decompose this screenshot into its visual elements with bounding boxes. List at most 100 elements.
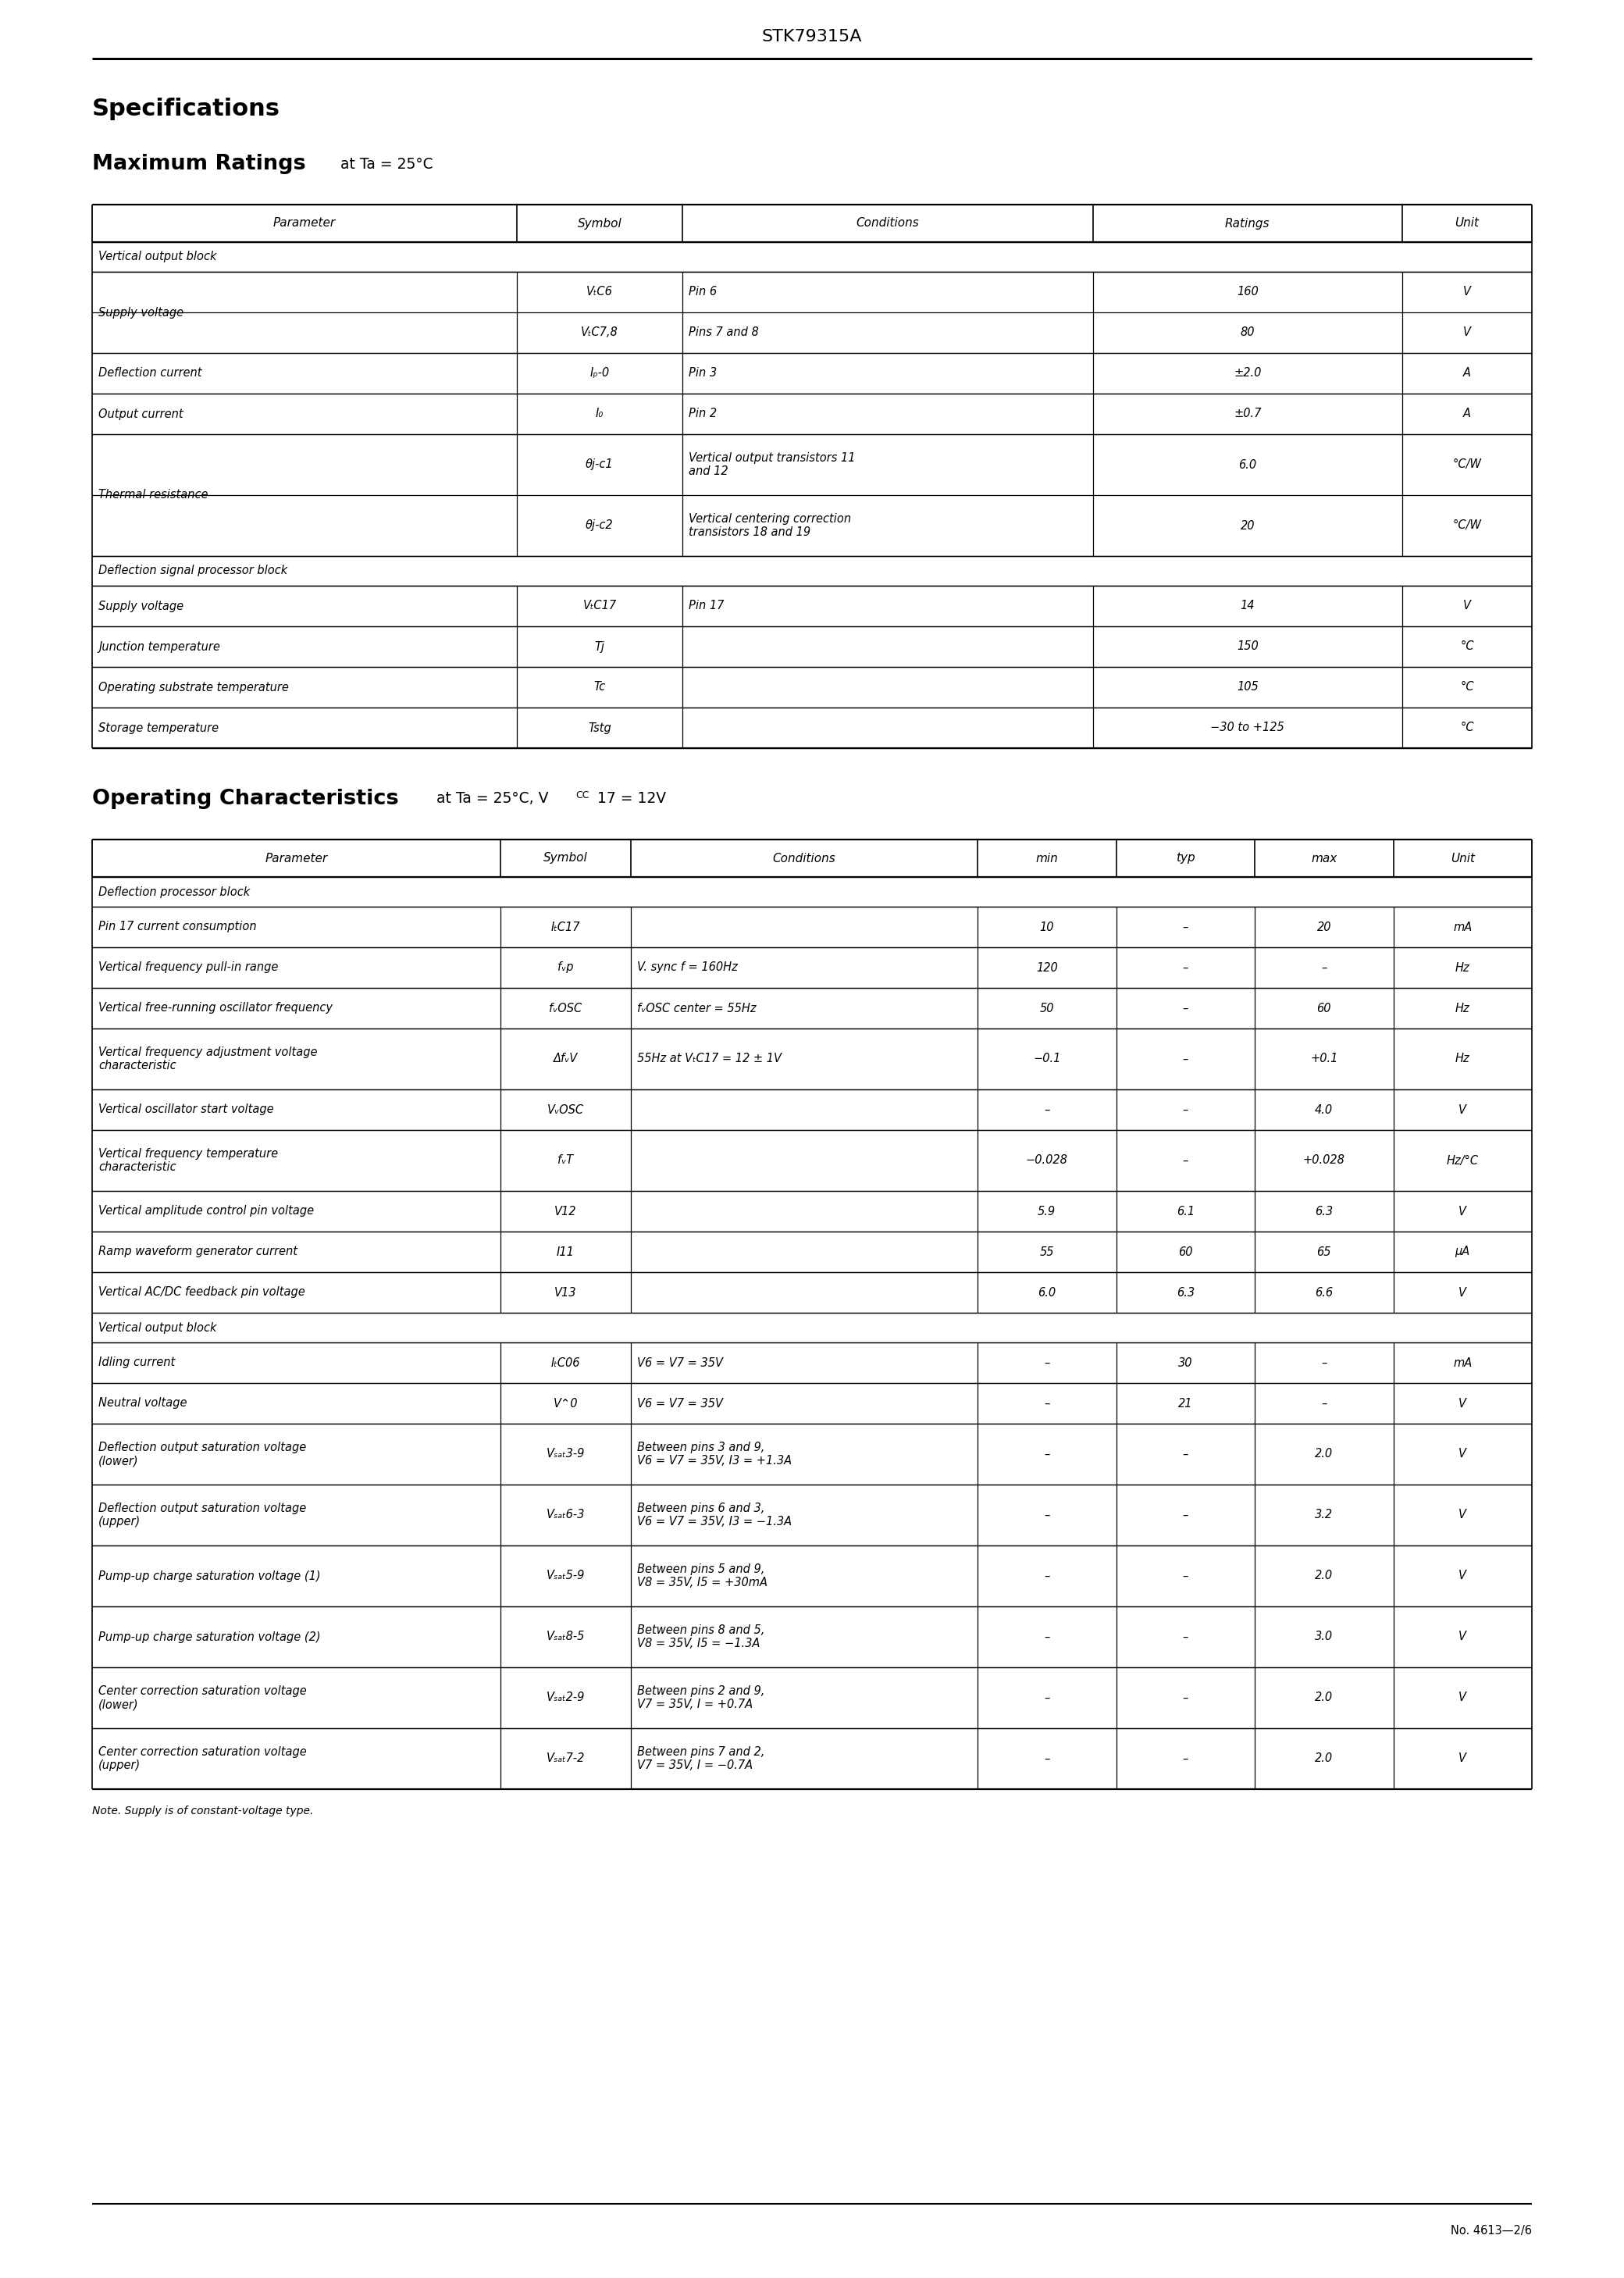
Text: Vertical free-running oscillator frequency: Vertical free-running oscillator frequen… xyxy=(99,1002,333,1014)
Text: Vₛₐₜ8-5: Vₛₐₜ8-5 xyxy=(546,1631,585,1642)
Text: 6.3: 6.3 xyxy=(1315,1205,1333,1216)
Text: Hz: Hz xyxy=(1455,1052,1470,1064)
Text: Symbol: Symbol xyxy=(544,852,588,863)
Text: –: – xyxy=(1320,961,1327,973)
Text: Supply voltage: Supply voltage xyxy=(99,308,184,319)
Text: Pin 17 current consumption: Pin 17 current consumption xyxy=(99,920,257,932)
Text: –: – xyxy=(1182,1631,1189,1642)
Text: –: – xyxy=(1182,1155,1189,1166)
Text: Idling current: Idling current xyxy=(99,1358,175,1369)
Text: A: A xyxy=(1463,367,1471,378)
Text: −0.1: −0.1 xyxy=(1033,1052,1060,1064)
Text: °C/W: °C/W xyxy=(1452,458,1481,472)
Text: –: – xyxy=(1044,1631,1049,1642)
Text: at Ta = 25°C, V: at Ta = 25°C, V xyxy=(432,790,549,806)
Text: –: – xyxy=(1044,1508,1049,1522)
Text: Parameter: Parameter xyxy=(273,216,336,230)
Text: Output current: Output current xyxy=(99,408,184,419)
Text: VₜC17: VₜC17 xyxy=(583,599,617,613)
Text: Operating Characteristics: Operating Characteristics xyxy=(93,788,398,809)
Text: Operating substrate temperature: Operating substrate temperature xyxy=(99,681,289,693)
Text: mA: mA xyxy=(1453,1358,1471,1369)
Text: fᵥOSC center = 55Hz: fᵥOSC center = 55Hz xyxy=(637,1002,757,1014)
Text: Deflection signal processor block: Deflection signal processor block xyxy=(99,565,287,576)
Text: V: V xyxy=(1458,1752,1466,1765)
Text: fᵥOSC: fᵥOSC xyxy=(549,1002,581,1014)
Text: V: V xyxy=(1463,326,1471,339)
Text: 21: 21 xyxy=(1177,1396,1192,1410)
Text: Tj: Tj xyxy=(594,640,604,652)
Text: Parameter: Parameter xyxy=(265,852,328,863)
Text: Deflection processor block: Deflection processor block xyxy=(99,886,250,898)
Text: Between pins 6 and 3,
V6 = V7 = 35V, I3 = −1.3A: Between pins 6 and 3, V6 = V7 = 35V, I3 … xyxy=(637,1503,793,1529)
Text: Center correction saturation voltage
(upper): Center correction saturation voltage (up… xyxy=(99,1745,307,1772)
Text: fᵥT: fᵥT xyxy=(557,1155,573,1166)
Text: Unit: Unit xyxy=(1455,216,1479,230)
Text: Vertical output block: Vertical output block xyxy=(99,1321,216,1333)
Text: 3.2: 3.2 xyxy=(1315,1508,1333,1522)
Text: θj-c2: θj-c2 xyxy=(586,519,614,531)
Text: –: – xyxy=(1182,961,1189,973)
Text: IₜC17: IₜC17 xyxy=(551,920,580,932)
Text: Hz: Hz xyxy=(1455,961,1470,973)
Text: −0.028: −0.028 xyxy=(1026,1155,1069,1166)
Text: –: – xyxy=(1182,1002,1189,1014)
Text: Vertical oscillator start voltage: Vertical oscillator start voltage xyxy=(99,1105,274,1116)
Text: Specifications: Specifications xyxy=(93,98,281,121)
Text: –: – xyxy=(1182,1570,1189,1581)
Text: 105: 105 xyxy=(1237,681,1259,693)
Text: fᵥp: fᵥp xyxy=(557,961,573,973)
Text: V: V xyxy=(1458,1105,1466,1116)
Text: A: A xyxy=(1463,408,1471,419)
Text: 5.9: 5.9 xyxy=(1038,1205,1056,1216)
Text: Neutral voltage: Neutral voltage xyxy=(99,1396,187,1410)
Text: Pump-up charge saturation voltage (1): Pump-up charge saturation voltage (1) xyxy=(99,1570,320,1581)
Text: VₜC6: VₜC6 xyxy=(586,287,612,298)
Text: Conditions: Conditions xyxy=(856,216,919,230)
Text: ΔfᵥV: ΔfᵥV xyxy=(554,1052,578,1064)
Text: Vₛₐₜ5-9: Vₛₐₜ5-9 xyxy=(546,1570,585,1581)
Text: 6.3: 6.3 xyxy=(1176,1287,1194,1298)
Text: 20: 20 xyxy=(1317,920,1332,932)
Text: +0.1: +0.1 xyxy=(1311,1052,1338,1064)
Text: I11: I11 xyxy=(557,1246,575,1257)
Text: V13: V13 xyxy=(554,1287,577,1298)
Text: Thermal resistance: Thermal resistance xyxy=(99,490,208,501)
Text: Conditions: Conditions xyxy=(773,852,836,863)
Text: μA: μA xyxy=(1455,1246,1470,1257)
Text: –: – xyxy=(1320,1358,1327,1369)
Text: –: – xyxy=(1044,1693,1049,1704)
Text: Supply voltage: Supply voltage xyxy=(99,599,184,613)
Text: 17 = 12V: 17 = 12V xyxy=(598,790,666,806)
Text: V12: V12 xyxy=(554,1205,577,1216)
Text: –: – xyxy=(1044,1752,1049,1765)
Text: VₜC7,8: VₜC7,8 xyxy=(581,326,619,339)
Text: Junction temperature: Junction temperature xyxy=(99,640,221,652)
Text: Vertical output block: Vertical output block xyxy=(99,251,216,262)
Text: –: – xyxy=(1044,1570,1049,1581)
Text: Vertical frequency temperature
characteristic: Vertical frequency temperature character… xyxy=(99,1148,278,1173)
Text: V⌃0: V⌃0 xyxy=(554,1396,578,1410)
Text: V: V xyxy=(1458,1570,1466,1581)
Text: Between pins 3 and 9,
V6 = V7 = 35V, I3 = +1.3A: Between pins 3 and 9, V6 = V7 = 35V, I3 … xyxy=(637,1442,793,1467)
Text: 2.0: 2.0 xyxy=(1315,1693,1333,1704)
Text: Note. Supply is of constant-voltage type.: Note. Supply is of constant-voltage type… xyxy=(93,1806,313,1816)
Text: 30: 30 xyxy=(1177,1358,1192,1369)
Text: V: V xyxy=(1458,1449,1466,1460)
Text: Ramp waveform generator current: Ramp waveform generator current xyxy=(99,1246,297,1257)
Text: Vₛₐₜ3-9: Vₛₐₜ3-9 xyxy=(546,1449,585,1460)
Text: min: min xyxy=(1036,852,1059,863)
Text: –: – xyxy=(1182,1105,1189,1116)
Text: 50: 50 xyxy=(1039,1002,1054,1014)
Text: –: – xyxy=(1182,920,1189,932)
Text: at Ta = 25°C: at Ta = 25°C xyxy=(336,157,434,171)
Text: Between pins 5 and 9,
V8 = 35V, I5 = +30mA: Between pins 5 and 9, V8 = 35V, I5 = +30… xyxy=(637,1563,768,1588)
Text: V: V xyxy=(1458,1205,1466,1216)
Text: V6 = V7 = 35V: V6 = V7 = 35V xyxy=(637,1358,723,1369)
Text: 55Hz at VₜC17 = 12 ± 1V: 55Hz at VₜC17 = 12 ± 1V xyxy=(637,1052,781,1064)
Text: Vertical centering correction
transistors 18 and 19: Vertical centering correction transistor… xyxy=(689,513,851,538)
Text: –: – xyxy=(1044,1105,1049,1116)
Text: V: V xyxy=(1458,1396,1466,1410)
Text: V: V xyxy=(1463,287,1471,298)
Text: Vₛₐₜ7-2: Vₛₐₜ7-2 xyxy=(546,1752,585,1765)
